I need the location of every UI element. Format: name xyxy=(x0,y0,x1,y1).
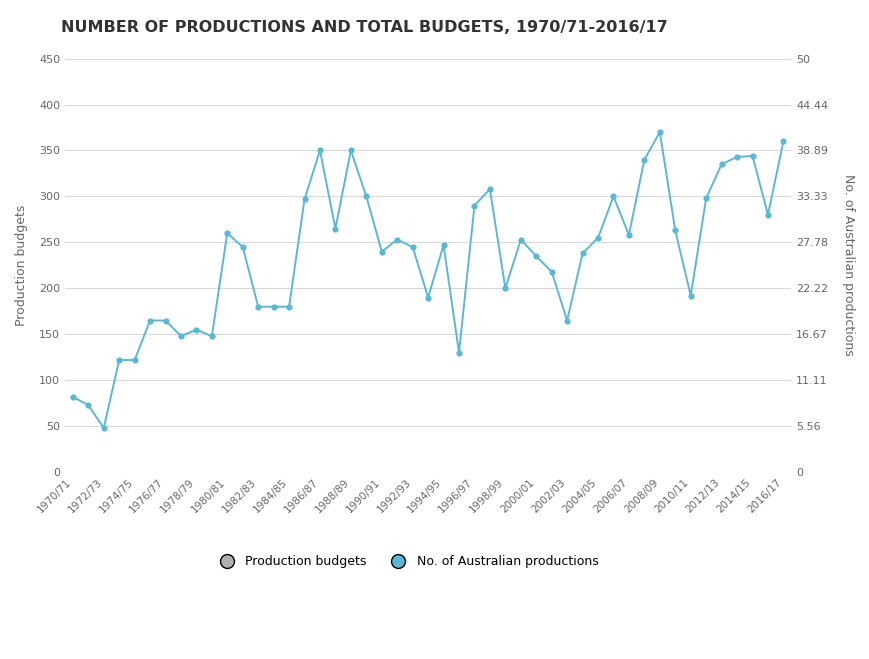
Y-axis label: Production budgets: Production budgets xyxy=(15,205,28,326)
Y-axis label: No. of Australian productions: No. of Australian productions xyxy=(841,175,854,357)
Legend: Production budgets, No. of Australian productions: Production budgets, No. of Australian pr… xyxy=(209,550,603,573)
Text: NUMBER OF PRODUCTIONS AND TOTAL BUDGETS, 1970/71-2016/17: NUMBER OF PRODUCTIONS AND TOTAL BUDGETS,… xyxy=(61,20,667,35)
